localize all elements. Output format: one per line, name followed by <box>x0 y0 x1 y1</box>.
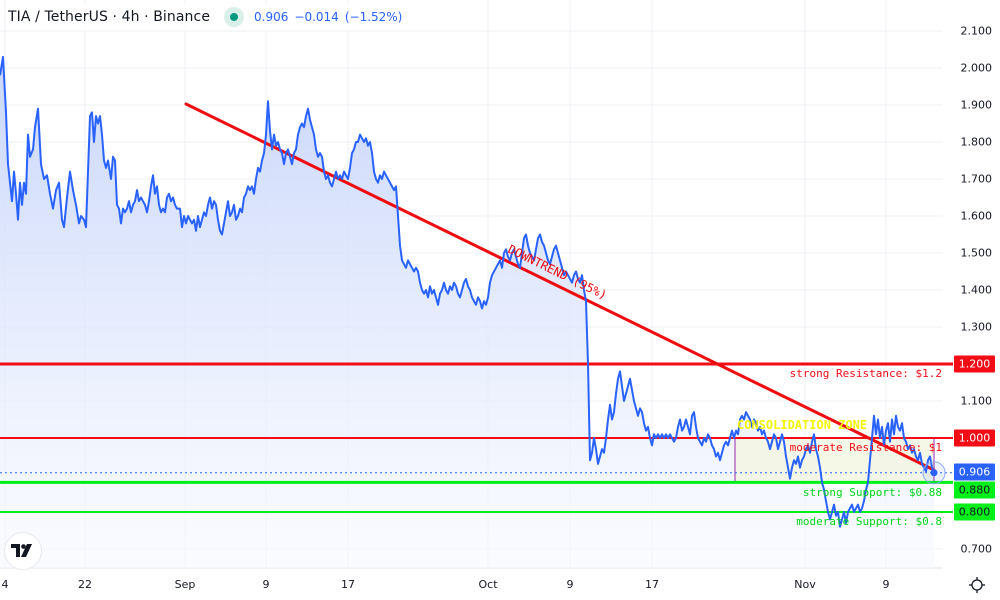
price-tag-support-strong: 0.880 <box>954 481 995 499</box>
price-axis-tick: 1.300 <box>960 320 993 334</box>
time-axis-tick: Nov <box>794 578 816 591</box>
price-axis-tick: 2.100 <box>960 24 993 38</box>
consolidation-zone-label: CONSOLIDATION ZONE <box>737 418 868 432</box>
time-axis-tick: 17 <box>645 578 659 591</box>
time-axis-tick: 9 <box>882 578 890 591</box>
strong-resistance-label: strong Resistance: $1.2 <box>789 367 942 380</box>
price-change-percent: (−1.52%) <box>344 10 403 24</box>
time-axis-tick: 17 <box>341 578 355 591</box>
price-area-fill <box>0 56 934 569</box>
last-price-value: 0.906 <box>254 10 289 24</box>
price-axis-tick: 1.600 <box>960 209 993 223</box>
time-axis-tick: 22 <box>78 578 92 591</box>
chart-header: TIA / TetherUS · 4h · Binance 0.906 −0.0… <box>8 4 407 30</box>
moderate-resistance-label: moderate Resistance: $1 <box>789 441 942 454</box>
symbol-title[interactable]: TIA / TetherUS · 4h · Binance <box>8 9 211 25</box>
horizontal-levels <box>0 362 953 513</box>
price-tag-current: 0.906 <box>954 463 995 481</box>
tradingview-logo-icon <box>11 544 32 557</box>
quote-values: 0.906 −0.014 (−1.52%) <box>254 10 402 24</box>
tradingview-logo[interactable] <box>4 532 42 570</box>
strong-support-label: strong Support: $0.88 <box>802 486 942 499</box>
last-price-dot <box>930 469 938 477</box>
price-axis-tick: 0.700 <box>960 542 993 556</box>
price-axis-tick: 1.800 <box>960 135 993 149</box>
price-tag-resistance-moderate: 1.000 <box>954 429 995 447</box>
price-axis-tick: 1.700 <box>960 172 993 186</box>
price-axis-tick: 1.500 <box>960 246 993 260</box>
market-open-dot-icon <box>230 13 239 21</box>
price-axis-tick: 1.100 <box>960 394 993 408</box>
price-tag-support-moderate: 0.800 <box>954 503 995 521</box>
market-status-indicator[interactable] <box>224 7 245 27</box>
time-axis-tick: Sep <box>174 578 196 591</box>
price-axis-tick: 1.900 <box>960 98 993 112</box>
price-tag-resistance-strong: 1.200 <box>954 355 995 373</box>
time-axis-tick: 9 <box>262 578 270 591</box>
chart-settings-gear-icon[interactable] <box>968 576 986 594</box>
downtrend-line[interactable] <box>184 102 936 472</box>
price-change-value: −0.014 <box>294 10 339 24</box>
moderate-support-label: moderate Support: $0.8 <box>796 515 942 528</box>
time-axis-tick: 4 <box>1 578 9 591</box>
time-axis-tick: Oct <box>478 578 498 591</box>
price-axis-tick: 2.000 <box>960 61 993 75</box>
price-axis-tick: 1.400 <box>960 283 993 297</box>
price-line[interactable] <box>0 55 935 528</box>
time-axis-tick: 9 <box>566 578 574 591</box>
